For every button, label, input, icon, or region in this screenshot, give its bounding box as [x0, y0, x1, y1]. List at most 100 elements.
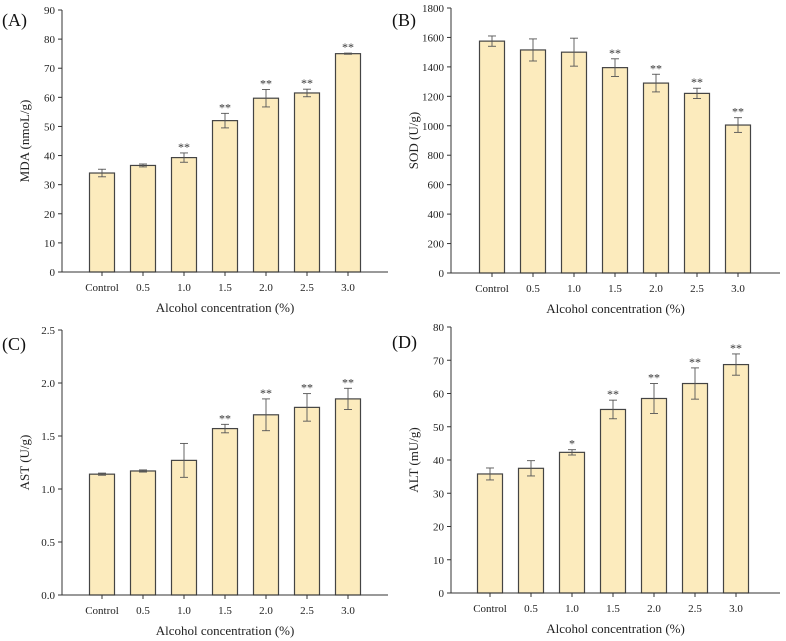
y-tick-label: 80 [44, 34, 56, 46]
y-tick-label: 90 [44, 5, 56, 17]
significance-marker: ** [301, 381, 313, 395]
x-tick-label: 2.5 [300, 605, 314, 617]
bar [517, 467, 545, 594]
x-tick-label: 2.5 [688, 603, 702, 615]
x-tick-label: 1.0 [177, 605, 191, 617]
y-axis-label: AST (U/g) [17, 435, 32, 491]
y-tick-label: 50 [433, 422, 445, 434]
significance-marker: ** [648, 371, 660, 385]
significance-marker: ** [260, 76, 272, 90]
y-tick-label: 40 [44, 151, 56, 163]
bar [476, 473, 504, 594]
bar [722, 363, 750, 594]
y-tick-label: 0 [50, 267, 56, 279]
y-tick-label: 200 [428, 239, 445, 251]
y-tick-label: 80 [433, 322, 445, 334]
y-tick-label: 1.5 [41, 431, 55, 443]
x-tick-label: 1.0 [177, 282, 191, 294]
y-tick-label: 0.5 [41, 537, 55, 549]
x-tick-label: Control [473, 603, 507, 615]
x-tick-label: 2.0 [259, 282, 273, 294]
significance-marker: ** [301, 76, 313, 90]
bar [640, 397, 668, 594]
y-tick-label: 0 [439, 588, 445, 600]
x-tick-label: Control [85, 605, 119, 617]
x-tick-label: 1.5 [218, 282, 232, 294]
bar [293, 92, 321, 273]
bar [211, 120, 239, 273]
bar [170, 459, 198, 596]
significance-marker: ** [219, 100, 231, 114]
significance-marker: ** [342, 40, 354, 54]
bar [642, 82, 670, 274]
y-tick-label: 1600 [422, 32, 445, 44]
bar [129, 164, 157, 273]
x-tick-label: 3.0 [341, 605, 355, 617]
y-tick-label: 10 [44, 238, 56, 250]
y-axis-label: MDA (nmoL/g) [17, 100, 32, 183]
significance-marker: ** [607, 387, 619, 401]
x-tick-label: 2.5 [690, 283, 704, 295]
y-tick-label: 1.0 [41, 484, 55, 496]
y-tick-label: 800 [428, 150, 445, 162]
panel-label: (B) [392, 10, 416, 31]
y-tick-label: 2.0 [41, 378, 55, 390]
significance-marker: ** [260, 386, 272, 400]
y-tick-label: 20 [433, 522, 445, 534]
y-tick-label: 2.5 [41, 325, 55, 337]
y-axis-label: SOD (U/g) [406, 112, 421, 169]
bar [601, 67, 629, 274]
y-tick-label: 40 [433, 455, 445, 467]
x-tick-label: 2.0 [649, 283, 663, 295]
bar [252, 414, 280, 596]
y-tick-label: 30 [44, 180, 56, 192]
bar [478, 40, 506, 274]
significance-marker: ** [730, 341, 742, 355]
chart-panel-b: Control 0.5 1.0 ** 1.5 ** 2.0 ** 2.5 ** 3.0 0 200 400… [392, 3, 780, 316]
bar [252, 97, 280, 273]
x-tick-label: 1.5 [218, 605, 232, 617]
x-axis-label: Alcohol concentration (%) [546, 621, 685, 636]
y-tick-label: 600 [428, 180, 445, 192]
bar [88, 172, 116, 273]
x-tick-label: 0.5 [136, 605, 150, 617]
y-axis-label: ALT (mU/g) [406, 427, 421, 492]
bar [681, 382, 709, 594]
x-tick-label: 1.5 [606, 603, 620, 615]
significance-marker: ** [609, 46, 621, 60]
y-tick-label: 1800 [422, 3, 445, 15]
x-tick-label: 2.5 [300, 282, 314, 294]
x-tick-label: 1.5 [608, 283, 622, 295]
x-tick-label: Control [475, 283, 509, 295]
y-tick-label: 60 [44, 92, 56, 104]
y-tick-label: 1200 [422, 91, 445, 103]
bar [211, 427, 239, 596]
significance-marker: ** [732, 105, 744, 119]
bar [599, 408, 627, 594]
y-tick-label: 1000 [422, 121, 445, 133]
panel-label: (A) [2, 10, 27, 31]
x-tick-label: 0.5 [524, 603, 538, 615]
x-tick-label: Control [85, 282, 119, 294]
bar [170, 156, 198, 273]
chart-panel-d: Control 0.5 * 1.0 ** 1.5 ** 2.0 ** 2.5 ** 3.0 0 10 20 3… [392, 322, 780, 636]
bar [724, 124, 752, 274]
bar [560, 51, 588, 274]
x-tick-label: 0.5 [526, 283, 540, 295]
chart-panel-c: Control 0.5 1.0 ** 1.5 ** 2.0 ** 2.5 ** 3.0 0.0 0.5 1… [2, 325, 388, 638]
y-tick-label: 50 [44, 121, 56, 133]
x-axis-label: Alcohol concentration (%) [156, 300, 295, 315]
significance-marker: ** [689, 355, 701, 369]
panel-label: (D) [392, 332, 417, 353]
y-tick-label: 400 [428, 209, 445, 221]
x-tick-label: 3.0 [729, 603, 743, 615]
y-tick-label: 10 [433, 555, 445, 567]
bar [683, 92, 711, 274]
y-tick-label: 70 [44, 63, 56, 75]
y-tick-label: 0.0 [41, 590, 55, 602]
significance-marker: ** [178, 140, 190, 154]
significance-marker: ** [342, 375, 354, 389]
y-tick-label: 0 [439, 268, 445, 280]
significance-marker: ** [650, 61, 662, 75]
x-tick-label: 3.0 [731, 283, 745, 295]
